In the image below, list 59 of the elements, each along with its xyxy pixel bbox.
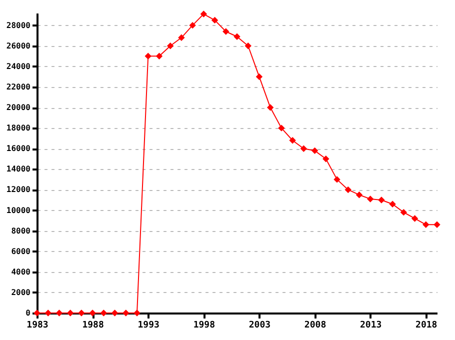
x-tick-label: 2008 <box>304 320 326 330</box>
point <box>434 221 440 228</box>
point <box>289 137 296 144</box>
y-tick-label: 0 <box>26 308 31 318</box>
y-tick-label: 24000 <box>6 62 31 71</box>
point <box>322 156 330 162</box>
x-tick-label: 1998 <box>193 320 216 330</box>
point <box>156 52 163 60</box>
x-tick-label: 1988 <box>82 320 104 330</box>
y-tick-label: 28000 <box>6 20 31 30</box>
point <box>166 42 174 50</box>
x-tick-label: 1993 <box>138 320 160 330</box>
x-tick-label: 1983 <box>26 320 48 330</box>
point <box>244 42 252 50</box>
point <box>278 124 285 132</box>
point <box>66 310 74 316</box>
point <box>389 200 396 208</box>
point <box>411 215 418 222</box>
x-tick-label: 2003 <box>248 320 271 330</box>
point <box>44 310 52 316</box>
y-tick-label: 6000 <box>11 246 31 256</box>
y-tick-label: 16000 <box>6 144 31 154</box>
point <box>256 73 263 80</box>
y-tick-label: 20000 <box>6 103 31 112</box>
point <box>400 208 408 216</box>
point <box>211 16 218 24</box>
y-tick-label: 14000 <box>6 164 31 174</box>
point <box>122 310 130 316</box>
y-tick-label: 26000 <box>6 41 31 50</box>
point <box>311 147 318 154</box>
point <box>222 28 230 35</box>
y-tick-label: 2000 <box>11 288 31 297</box>
point <box>134 310 140 316</box>
y-tick-label: 8000 <box>11 226 31 236</box>
x-tick-label: 2013 <box>360 320 382 330</box>
point <box>144 52 152 60</box>
y-tick-label: 18000 <box>6 124 31 133</box>
point <box>78 310 85 316</box>
point <box>266 104 274 111</box>
point <box>56 310 63 316</box>
point <box>356 191 363 198</box>
point <box>234 33 240 40</box>
point <box>334 176 340 183</box>
point <box>300 145 308 152</box>
point <box>422 221 430 228</box>
point <box>378 196 385 204</box>
point <box>189 22 196 29</box>
y-tick-label: 12000 <box>6 185 31 194</box>
point <box>200 10 208 18</box>
point <box>178 34 185 42</box>
x-tick-label: 2018 <box>416 320 438 330</box>
y-tick-label: 4000 <box>11 267 31 276</box>
y-tick-label: 10000 <box>6 206 31 215</box>
point <box>366 196 374 202</box>
y-tick-label: 22000 <box>6 82 31 92</box>
point <box>111 310 118 316</box>
point <box>89 310 96 316</box>
point <box>100 310 108 316</box>
point <box>344 186 352 194</box>
